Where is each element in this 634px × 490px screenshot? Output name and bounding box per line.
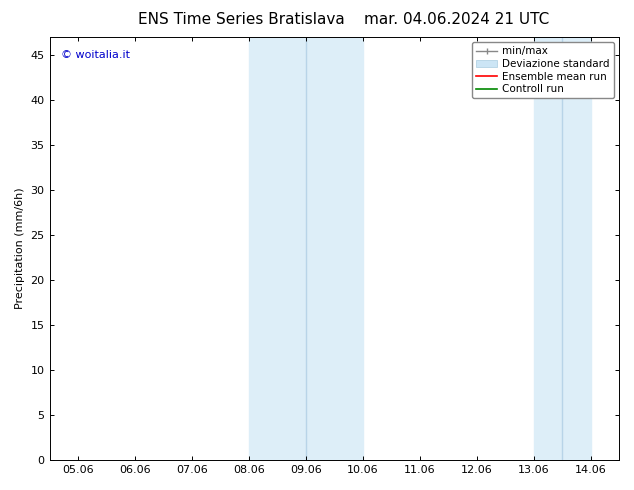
Text: ENS Time Series Bratislava: ENS Time Series Bratislava xyxy=(138,12,344,27)
Legend: min/max, Deviazione standard, Ensemble mean run, Controll run: min/max, Deviazione standard, Ensemble m… xyxy=(472,42,614,98)
Text: mar. 04.06.2024 21 UTC: mar. 04.06.2024 21 UTC xyxy=(364,12,549,27)
Y-axis label: Precipitation (mm/6h): Precipitation (mm/6h) xyxy=(15,188,25,309)
Text: © woitalia.it: © woitalia.it xyxy=(61,50,130,60)
Bar xyxy=(534,37,590,460)
Bar xyxy=(249,37,363,460)
